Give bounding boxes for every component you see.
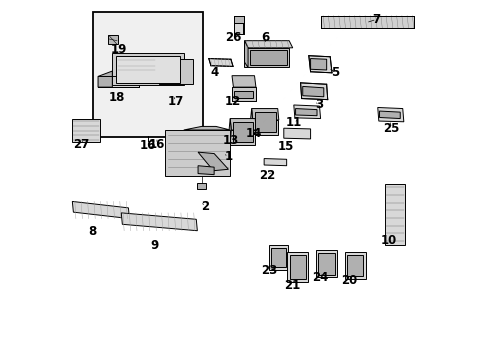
Text: 22: 22 <box>259 169 275 182</box>
Polygon shape <box>208 59 233 66</box>
Polygon shape <box>377 108 403 122</box>
Polygon shape <box>308 56 331 73</box>
Polygon shape <box>197 183 206 189</box>
Polygon shape <box>384 184 405 245</box>
Text: 12: 12 <box>224 95 241 108</box>
Text: 26: 26 <box>224 31 241 44</box>
Polygon shape <box>233 122 253 143</box>
Polygon shape <box>198 166 214 175</box>
Polygon shape <box>318 252 334 275</box>
Polygon shape <box>346 255 363 276</box>
Text: 13: 13 <box>223 134 239 147</box>
Text: 20: 20 <box>340 274 357 287</box>
Polygon shape <box>72 118 100 143</box>
Polygon shape <box>264 158 286 166</box>
Text: 3: 3 <box>315 99 323 112</box>
Text: 17: 17 <box>167 95 183 108</box>
Text: 5: 5 <box>331 66 339 79</box>
Polygon shape <box>289 255 305 279</box>
Polygon shape <box>315 249 337 277</box>
Polygon shape <box>98 76 139 87</box>
Text: 1: 1 <box>224 150 232 163</box>
Text: 19: 19 <box>110 43 127 56</box>
Text: 24: 24 <box>311 271 328 284</box>
Polygon shape <box>244 41 247 67</box>
Text: 9: 9 <box>150 239 158 252</box>
Polygon shape <box>287 252 307 282</box>
Polygon shape <box>254 87 255 101</box>
Text: 15: 15 <box>278 140 294 153</box>
Polygon shape <box>250 109 252 135</box>
Text: 6: 6 <box>261 31 269 44</box>
Polygon shape <box>72 202 129 219</box>
Polygon shape <box>254 112 275 132</box>
Text: 14: 14 <box>245 127 261 140</box>
Text: 7: 7 <box>372 13 380 26</box>
Polygon shape <box>283 128 310 139</box>
Polygon shape <box>268 245 287 270</box>
Polygon shape <box>234 91 253 98</box>
Polygon shape <box>198 152 228 171</box>
Polygon shape <box>302 86 323 97</box>
Polygon shape <box>379 111 400 118</box>
Polygon shape <box>230 118 256 130</box>
Polygon shape <box>112 53 183 85</box>
Polygon shape <box>271 248 285 267</box>
Polygon shape <box>116 56 180 83</box>
Text: 16: 16 <box>148 138 165 151</box>
Text: 16: 16 <box>140 139 156 152</box>
Text: 10: 10 <box>380 234 396 247</box>
Polygon shape <box>244 48 288 67</box>
Polygon shape <box>295 109 316 116</box>
Polygon shape <box>244 41 292 48</box>
Text: 4: 4 <box>209 66 218 79</box>
Polygon shape <box>231 87 255 101</box>
Polygon shape <box>233 16 244 23</box>
Polygon shape <box>231 87 233 101</box>
Text: 11: 11 <box>285 116 301 129</box>
Polygon shape <box>165 130 230 176</box>
Text: 21: 21 <box>284 279 300 292</box>
Polygon shape <box>159 59 192 84</box>
Text: 25: 25 <box>383 122 399 135</box>
Polygon shape <box>121 213 197 231</box>
Polygon shape <box>251 109 278 120</box>
Polygon shape <box>98 71 112 87</box>
Polygon shape <box>251 120 277 135</box>
Polygon shape <box>321 16 413 28</box>
Polygon shape <box>293 105 320 118</box>
Polygon shape <box>300 83 327 100</box>
Text: 18: 18 <box>108 91 124 104</box>
Polygon shape <box>234 23 243 33</box>
Polygon shape <box>344 252 365 279</box>
Text: 8: 8 <box>88 225 97 238</box>
Text: 23: 23 <box>260 264 276 276</box>
Text: 2: 2 <box>201 200 209 213</box>
Polygon shape <box>183 126 230 130</box>
Polygon shape <box>228 118 231 145</box>
Polygon shape <box>108 35 118 44</box>
Polygon shape <box>230 130 255 145</box>
Text: 27: 27 <box>73 138 89 151</box>
Bar <box>93 12 203 137</box>
Polygon shape <box>231 76 255 87</box>
Polygon shape <box>310 59 326 70</box>
Polygon shape <box>249 50 287 65</box>
